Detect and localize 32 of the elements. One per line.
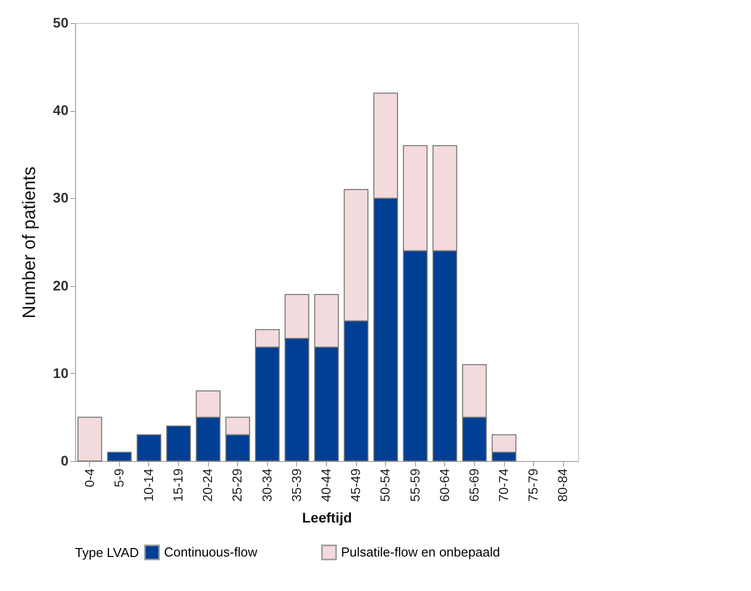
x-tick-label: 0-4: [82, 468, 97, 488]
y-tick-label: 20: [52, 277, 69, 294]
x-tick-label: 35-39: [288, 468, 304, 502]
legend-label: Continuous-flow: [164, 544, 258, 560]
x-tick-label: 65-69: [466, 468, 482, 502]
x-tick-label: 80-84: [555, 468, 570, 502]
x-tick-label: 60-64: [436, 468, 452, 502]
y-tick-label: 10: [52, 364, 69, 381]
x-tick-label: 50-54: [378, 468, 393, 502]
legend-title: Type LVAD: [75, 545, 139, 560]
x-tick-label: 30-34: [259, 468, 274, 502]
bar: [166, 425, 191, 462]
y-tick-label: 30: [52, 190, 69, 206]
x-tick-label: 15-19: [170, 468, 186, 502]
y-tick-label: 50: [52, 14, 69, 30]
x-tick-label: 70-74: [496, 468, 512, 502]
x-tick-label: 20-24: [200, 468, 216, 502]
x-tick-label: 10-14: [140, 468, 156, 502]
x-tick-label: 45-49: [348, 468, 364, 502]
legend-label: Pulsatile-flow en onbepaald: [341, 544, 500, 560]
y-tick-label: 40: [52, 102, 69, 118]
x-tick-label: 25-29: [230, 468, 245, 502]
bar: [77, 416, 102, 462]
x-tick-label: 40-44: [318, 468, 334, 502]
y-axis-title: Number of patients: [18, 166, 39, 319]
x-tick-label: 5-9: [111, 468, 126, 488]
x-axis-title: Leeftijd: [302, 510, 352, 526]
y-tick-label: 0: [60, 452, 69, 468]
bar: [107, 452, 132, 462]
x-tick-label: 75-79: [526, 468, 541, 502]
x-tick-label: 55-59: [407, 468, 422, 502]
bar: [136, 434, 162, 462]
